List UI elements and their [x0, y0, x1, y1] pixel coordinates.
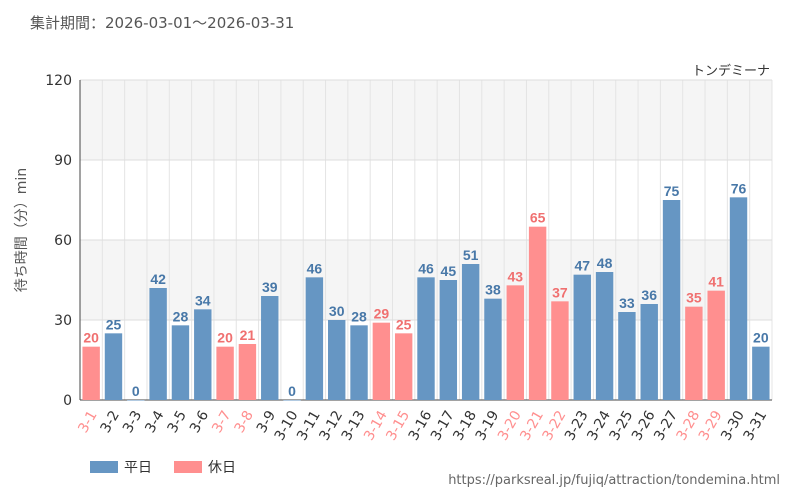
- x-tick-label: 3-1: [75, 408, 100, 436]
- legend-item-holiday: 休日: [174, 457, 236, 477]
- bar: [238, 344, 257, 400]
- bar: [640, 304, 658, 400]
- bar-value-label: 28: [173, 308, 189, 324]
- bar-value-label: 30: [329, 303, 345, 319]
- x-tick-label: 3-3: [120, 408, 145, 436]
- bar: [194, 309, 212, 400]
- x-tick-label: 3-2: [98, 408, 123, 436]
- x-tick-label: 3-4: [142, 408, 167, 436]
- bar: [729, 197, 748, 400]
- bar-value-label: 21: [240, 327, 256, 343]
- bar: [417, 277, 435, 400]
- x-tick-label: 3-31: [741, 408, 771, 444]
- bar-value-label: 39: [262, 279, 278, 295]
- bar: [573, 274, 591, 400]
- bar: [595, 272, 614, 400]
- bar: [328, 320, 346, 400]
- bar: [752, 346, 770, 400]
- bar: [350, 325, 368, 400]
- bar-value-label: 76: [731, 180, 747, 196]
- bar: [618, 312, 636, 400]
- legend-swatch-holiday: [174, 461, 202, 473]
- bar-value-label: 38: [485, 282, 501, 298]
- y-tick-label: 90: [54, 153, 72, 169]
- bar: [662, 200, 681, 400]
- bar: [685, 306, 703, 400]
- bar-value-label: 41: [708, 274, 724, 290]
- y-tick-label: 0: [63, 393, 72, 409]
- bar-value-label: 34: [195, 292, 211, 308]
- bar: [171, 325, 190, 400]
- bar-value-label: 28: [351, 308, 367, 324]
- legend-label-holiday: 休日: [208, 460, 236, 476]
- x-tick-label: 3-6: [187, 408, 212, 436]
- y-tick-label: 30: [54, 313, 72, 329]
- bar-value-label: 20: [83, 330, 99, 346]
- attraction-name: トンデミーナ: [691, 64, 770, 79]
- bar: [261, 296, 279, 400]
- bar-value-label: 35: [686, 290, 702, 306]
- bar-value-label: 20: [217, 330, 233, 346]
- bar: [104, 333, 123, 400]
- bar-value-label: 43: [508, 268, 524, 284]
- bar: [528, 226, 547, 400]
- bar: [707, 290, 725, 400]
- legend-label-weekday: 平日: [124, 460, 152, 476]
- bar-value-label: 46: [418, 260, 434, 276]
- plot-band: [80, 160, 772, 240]
- bar: [461, 264, 480, 400]
- x-tick-label: 3-8: [232, 408, 257, 436]
- plot-band: [80, 80, 772, 160]
- bar: [127, 400, 145, 401]
- bar: [439, 280, 458, 400]
- bar-value-label: 48: [597, 255, 613, 271]
- bar-value-label: 37: [552, 284, 568, 300]
- y-tick-label: 60: [54, 233, 72, 249]
- bar-value-label: 29: [374, 306, 390, 322]
- x-tick-label: 3-5: [165, 408, 190, 436]
- bar-value-label: 0: [132, 383, 140, 399]
- bar-value-label: 33: [619, 295, 635, 311]
- bar: [394, 333, 413, 400]
- y-tick-label: 120: [45, 73, 72, 89]
- x-tick-label: 3-7: [209, 408, 234, 436]
- source-url: https://parksreal.jp/fujiq/attraction/to…: [448, 473, 780, 488]
- legend-item-weekday: 平日: [90, 457, 152, 477]
- bar-value-label: 47: [574, 258, 590, 274]
- bar: [484, 298, 502, 400]
- bar-value-label: 75: [664, 183, 680, 199]
- bar: [506, 285, 524, 400]
- bar-value-label: 36: [641, 287, 657, 303]
- legend-swatch-weekday: [90, 461, 118, 473]
- bar-value-label: 20: [753, 330, 769, 346]
- bar: [149, 288, 167, 400]
- bar-value-label: 25: [396, 316, 412, 332]
- bar-value-label: 42: [150, 271, 166, 287]
- bar-value-label: 45: [441, 263, 457, 279]
- bar-value-label: 46: [307, 260, 323, 276]
- bar: [216, 346, 234, 400]
- bar: [551, 301, 569, 400]
- legend: 平日 休日: [90, 457, 236, 477]
- bar: [305, 277, 324, 400]
- bar: [283, 400, 301, 401]
- bar: [82, 346, 100, 400]
- bar: [372, 322, 391, 400]
- bar-value-label: 51: [463, 247, 479, 263]
- bar-value-label: 25: [106, 316, 122, 332]
- bar-value-label: 65: [530, 210, 546, 226]
- period-label: 集計期間：2026-03-01～2026-03-31: [30, 14, 295, 32]
- bar-value-label: 0: [288, 383, 296, 399]
